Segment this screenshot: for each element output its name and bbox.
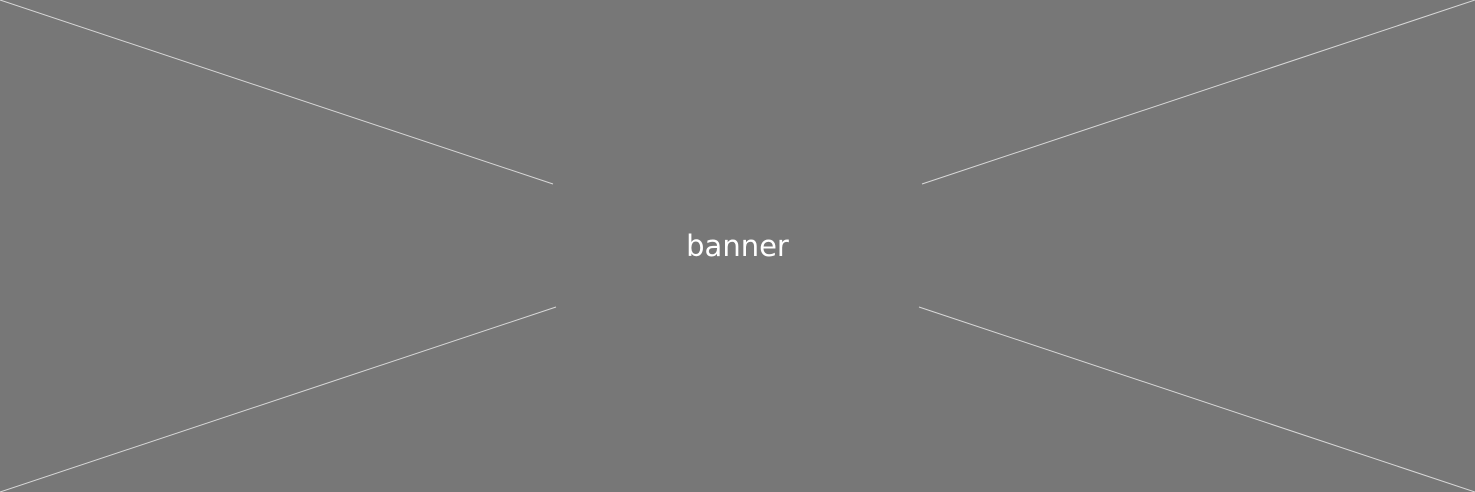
diagonal-line-top-left [0, 0, 554, 185]
diagonal-line-bottom-right [918, 306, 1475, 492]
diagonal-line-bottom-left [0, 306, 557, 492]
banner-label: banner [686, 229, 789, 263]
diagonal-line-top-right [921, 0, 1475, 185]
